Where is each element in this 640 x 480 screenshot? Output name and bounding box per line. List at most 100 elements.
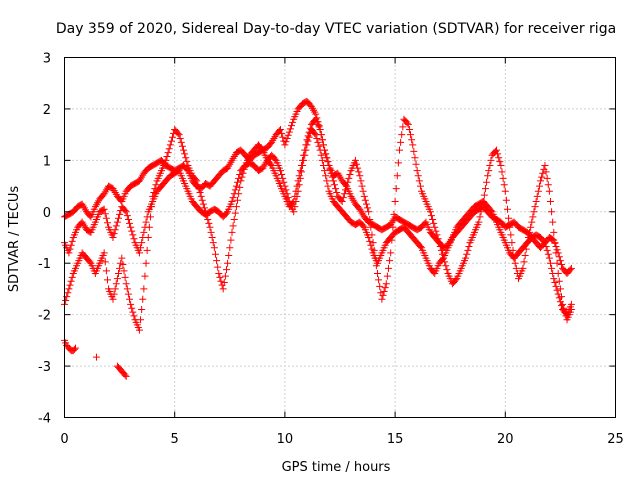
data-point [371, 254, 379, 262]
data-point [202, 208, 210, 216]
data-point [481, 185, 489, 193]
data-point [149, 192, 157, 200]
data-point [142, 218, 150, 226]
data-point [360, 192, 368, 200]
data-point [546, 198, 554, 205]
data-point [289, 118, 297, 126]
data-point [258, 145, 266, 153]
data-point [319, 141, 327, 149]
data-point [62, 297, 70, 304]
data-point [380, 288, 388, 295]
data-point [500, 181, 508, 189]
data-point [527, 223, 535, 231]
y-tick-labels: -4 -3 -2 -1 0 1 2 3 [38, 52, 51, 427]
data-point [365, 208, 373, 216]
data-point [485, 167, 493, 175]
data-point [526, 228, 534, 236]
data-point [332, 185, 340, 193]
data-point [543, 174, 551, 182]
data-point [484, 172, 492, 180]
data-point [543, 246, 551, 254]
data-point [523, 239, 531, 247]
data-point [142, 259, 150, 267]
data-point [278, 129, 286, 137]
data-point [140, 285, 148, 293]
data-point [152, 181, 160, 189]
data-point [359, 222, 367, 230]
data-point [497, 162, 505, 169]
data-point [122, 372, 130, 380]
x-tick-label: 15 [387, 432, 404, 447]
data-point [124, 290, 132, 298]
data-point [127, 300, 135, 308]
data-point [66, 281, 74, 289]
data-point [232, 182, 240, 190]
data-point [229, 194, 237, 202]
data-point [211, 250, 219, 258]
data-point [194, 181, 202, 189]
data-point [314, 138, 322, 146]
data-point [208, 234, 216, 241]
data-point [553, 259, 561, 267]
data-point [230, 216, 238, 223]
data-point [288, 122, 296, 130]
data-point [487, 207, 495, 214]
axis-ticks [64, 57, 616, 418]
data-point [130, 235, 138, 243]
data-point [361, 196, 369, 204]
data-point [182, 154, 190, 162]
data-point [86, 258, 94, 266]
y-axis-label: SDTVAR / TECUs [7, 186, 22, 293]
data-point [110, 290, 118, 298]
data-point [323, 154, 331, 162]
data-point [476, 213, 484, 221]
data-point [138, 306, 146, 313]
data-point [415, 177, 423, 185]
data-point [430, 219, 438, 227]
data-point [465, 243, 473, 250]
data-point [558, 293, 566, 301]
data-point [151, 185, 159, 193]
x-axis-label: GPS time / hours [282, 460, 391, 475]
data-point [222, 266, 230, 274]
data-point [524, 234, 532, 241]
data-point [280, 178, 288, 186]
data-point [440, 254, 448, 262]
data-point [198, 196, 206, 204]
data-point [130, 312, 138, 320]
data-point [376, 282, 384, 290]
data-point [386, 257, 394, 265]
data-point [495, 154, 503, 162]
y-tick-label: -1 [38, 257, 51, 272]
y-tick-label: -4 [38, 412, 51, 427]
data-point [546, 259, 554, 267]
data-point [100, 249, 108, 257]
data-point [305, 128, 313, 136]
data-point [414, 172, 422, 180]
data-point [479, 198, 487, 205]
data-point [122, 280, 130, 288]
data-point [382, 280, 390, 288]
data-point [197, 192, 205, 200]
data-point [521, 252, 529, 259]
data-point [282, 138, 290, 146]
data-point [303, 136, 311, 144]
data-point [215, 270, 223, 277]
data-point [552, 249, 560, 257]
data-point [150, 189, 158, 196]
data-point [567, 264, 575, 272]
data-point [478, 203, 486, 211]
data-point [438, 250, 446, 258]
data-point [205, 219, 213, 227]
data-point [276, 126, 284, 133]
data-point [329, 177, 337, 185]
data-point [554, 270, 562, 277]
data-point [166, 141, 174, 149]
series-trace-1 [61, 97, 575, 277]
data-point [346, 171, 354, 178]
data-point [295, 172, 303, 180]
data-point [141, 272, 149, 280]
data-point [553, 246, 561, 254]
data-point [183, 158, 191, 166]
data-point [429, 216, 437, 223]
